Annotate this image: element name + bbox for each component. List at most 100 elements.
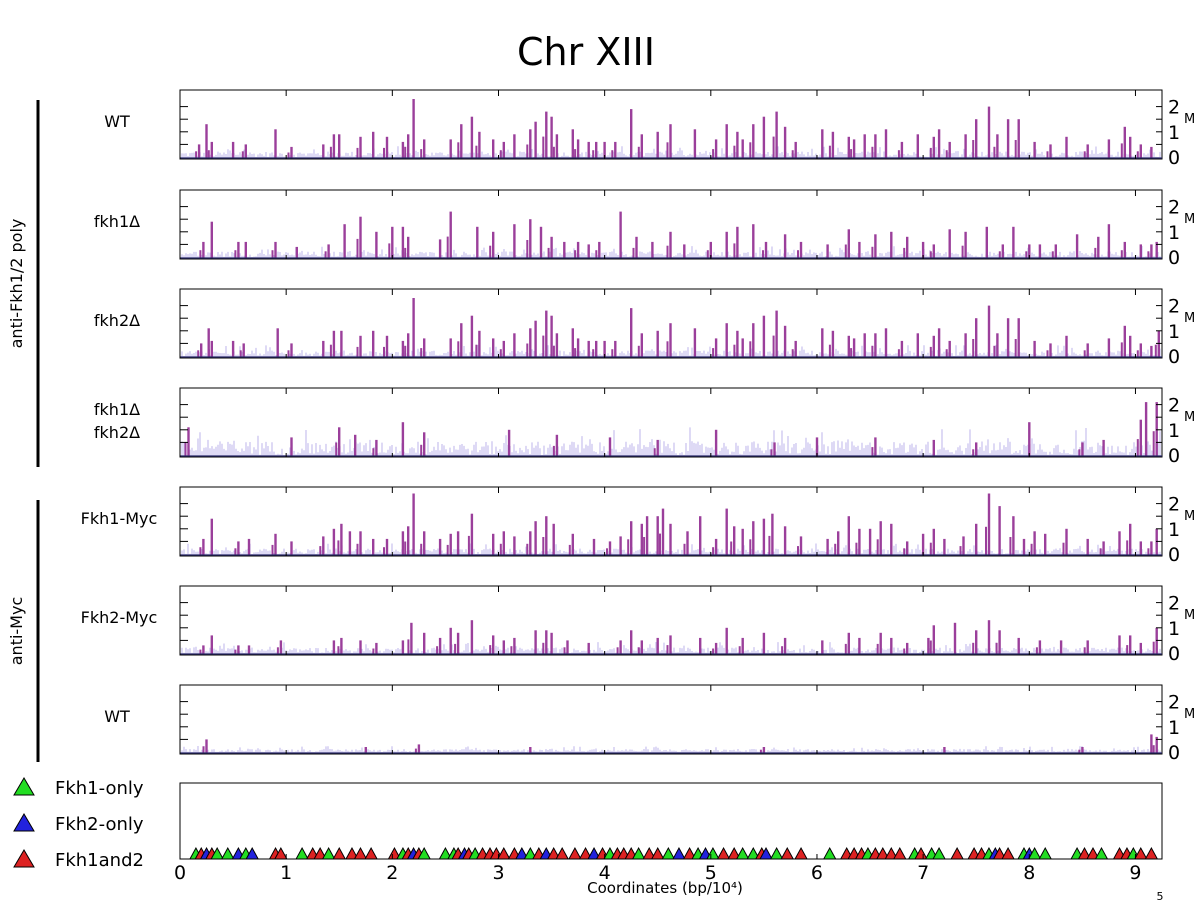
peak-bar [1123, 325, 1126, 357]
peak-bar [359, 216, 362, 258]
peak-bar [709, 241, 712, 258]
peak-bar [943, 538, 946, 555]
site-marker [417, 846, 432, 860]
peak-bar [1006, 318, 1010, 357]
x-tick-label: 7 [917, 862, 929, 884]
peak-bar [340, 523, 343, 555]
peak-shoulder [1078, 449, 1081, 456]
peak-shoulder [1062, 542, 1065, 555]
peak-bar [874, 333, 877, 357]
peak-bar [502, 640, 505, 654]
site-marker [321, 846, 336, 860]
peak-bar [492, 231, 495, 258]
track-4: 0 1 2M Fkh1-Myc [81, 486, 1195, 566]
peak-bar [762, 747, 766, 753]
peak-shoulder [563, 647, 566, 654]
site-marker [546, 846, 561, 860]
peak-bar [231, 340, 235, 357]
peak-shoulder [234, 250, 237, 258]
peak-bar [640, 523, 643, 555]
peak-shoulder [202, 746, 205, 753]
y-tick-label: 1 [1168, 717, 1180, 739]
peak-bar [423, 338, 426, 357]
track-frame [179, 585, 1163, 656]
peak-bar [1107, 139, 1111, 158]
site-marker [220, 846, 235, 860]
peak-bar [456, 632, 460, 654]
peak-bar [372, 538, 375, 555]
peak-bar [863, 333, 866, 357]
track-label: Fkh1-Myc [81, 509, 158, 528]
peak-bar [821, 328, 824, 357]
peak-bar [975, 523, 978, 555]
x-tick-label: 3 [492, 862, 504, 884]
peak-bar [683, 244, 686, 258]
peak-bar [906, 642, 909, 654]
peak-bar [900, 340, 904, 357]
peak-bar [693, 129, 697, 158]
peak-shoulder [712, 149, 715, 158]
peak-shoulder [637, 345, 640, 357]
peak-bar [276, 328, 279, 357]
peak-shoulder [903, 548, 906, 555]
peak-bar [372, 131, 375, 158]
site-marker [514, 846, 529, 860]
peak-bar [412, 298, 415, 357]
peak-bar [290, 146, 293, 158]
peak-shoulder [659, 533, 661, 555]
peak-bar [815, 437, 819, 456]
peak-bar [460, 124, 463, 158]
peak-bar [401, 141, 405, 158]
y-unit-label: M [1184, 311, 1195, 326]
peak-bar [1065, 136, 1068, 158]
peak-bar [534, 320, 537, 357]
y-tick-label: 1 [1168, 222, 1180, 244]
peak-bar [890, 637, 893, 654]
peak-bar [783, 234, 787, 258]
peak-shoulder [239, 350, 242, 357]
peak-bar [863, 134, 866, 158]
track-frame [179, 486, 1163, 557]
track-frame [179, 288, 1163, 359]
peak-bar [1139, 343, 1142, 357]
peak-bar [332, 134, 336, 158]
site-marker [1027, 846, 1042, 860]
peak-bar [202, 538, 205, 555]
peak-bar [1102, 541, 1105, 555]
peak-bar [852, 338, 856, 357]
peak-shoulder [712, 648, 715, 654]
peak-bar [948, 340, 951, 357]
peak-shoulder [184, 442, 187, 456]
peak-bar [290, 437, 293, 456]
legend-marker [13, 777, 35, 796]
peak-bar [210, 141, 213, 158]
peak-shoulder [568, 544, 571, 555]
peak-bar [1012, 226, 1015, 258]
peak-bar [513, 333, 516, 357]
peak-bar [890, 231, 893, 258]
peak-bar [207, 328, 210, 357]
peak-bar [460, 323, 463, 357]
peak-bar [656, 637, 659, 654]
peak-bar [492, 139, 495, 158]
peak-bar [401, 640, 405, 654]
peak-bar [996, 134, 999, 158]
peak-shoulder [1152, 745, 1155, 753]
peak-shoulder [643, 537, 646, 555]
peak-shoulder [733, 344, 736, 357]
peak-bar [775, 310, 778, 357]
peak-bar [630, 109, 633, 158]
peak-bar [1150, 244, 1153, 258]
peak-bar [733, 526, 736, 555]
track-label: WT [104, 112, 130, 131]
peak-bar [1107, 338, 1111, 357]
peak-shoulder [420, 149, 423, 158]
peak-bar [741, 338, 744, 357]
peak-shoulder [1136, 439, 1139, 456]
peak-bar [826, 538, 829, 555]
peak-bar [470, 620, 474, 654]
track-label: Fkh2-Myc [81, 608, 158, 627]
peak-bar [210, 221, 213, 258]
site-marker [932, 846, 946, 860]
site-marker [274, 846, 288, 860]
